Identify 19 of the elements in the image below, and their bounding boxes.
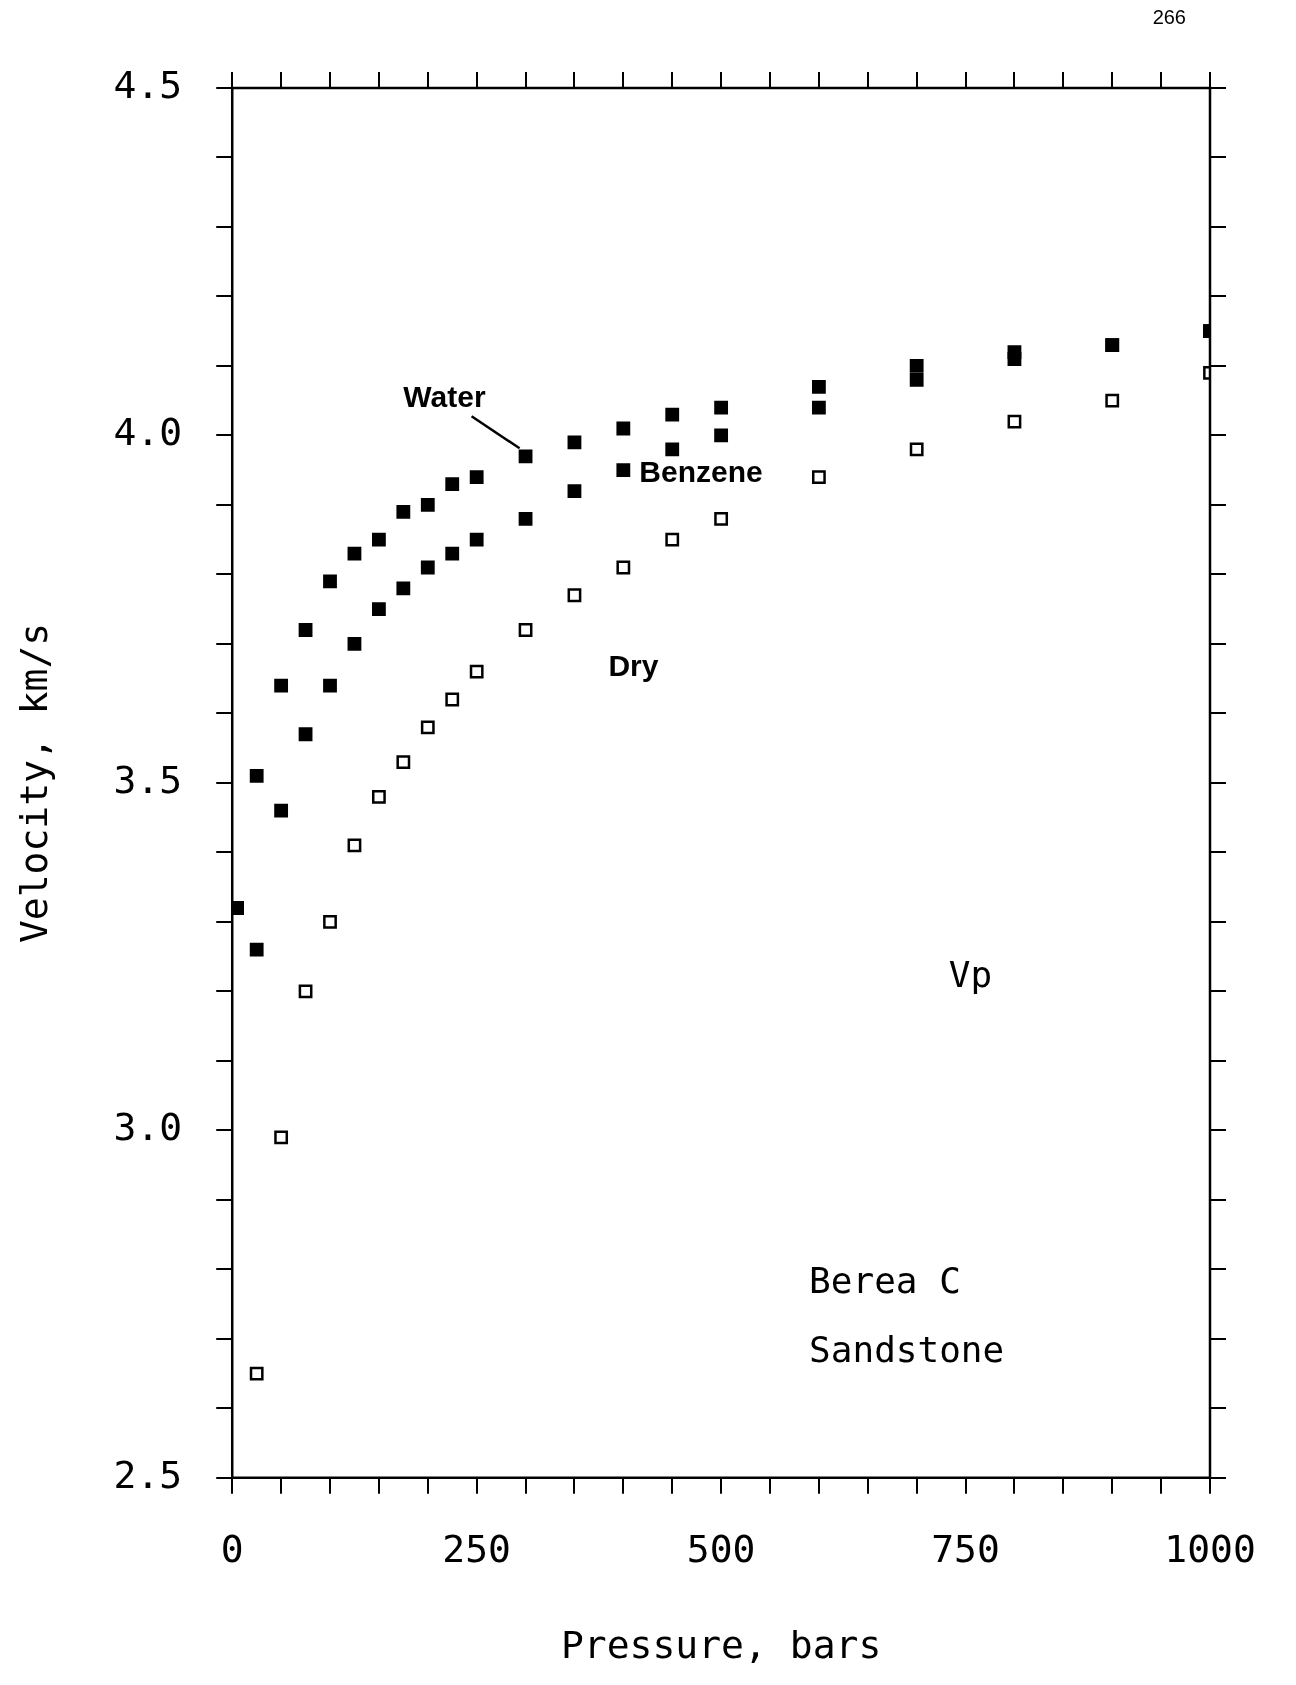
text: 266 (1152, 5, 1186, 28)
annotation: Vp (948, 953, 993, 995)
annotation: Berea C (809, 1259, 961, 1301)
x-tick-label: 250 (442, 1527, 511, 1572)
y-tick-label: 3.0 (113, 1105, 183, 1150)
x-axis-title: Pressure, bars (560, 1623, 882, 1668)
y-axis-title: Velocity, km/s (11, 622, 56, 944)
y-tick-label: 3.5 (113, 757, 183, 802)
x-tick-label: 0 (220, 1527, 244, 1572)
x-tick-label: 750 (931, 1527, 1000, 1572)
series-label: Water (403, 379, 486, 413)
annotation: Sandstone (809, 1329, 1005, 1371)
x-tick-label: 500 (686, 1527, 756, 1572)
series-label: Benzene (639, 455, 763, 489)
x-tick-label: 1000 (1164, 1527, 1256, 1572)
y-tick-label: 4.5 (113, 62, 183, 107)
y-tick-label: 2.5 (113, 1452, 183, 1497)
series-label: Dry (608, 648, 659, 682)
y-tick-label: 4.0 (113, 410, 183, 455)
